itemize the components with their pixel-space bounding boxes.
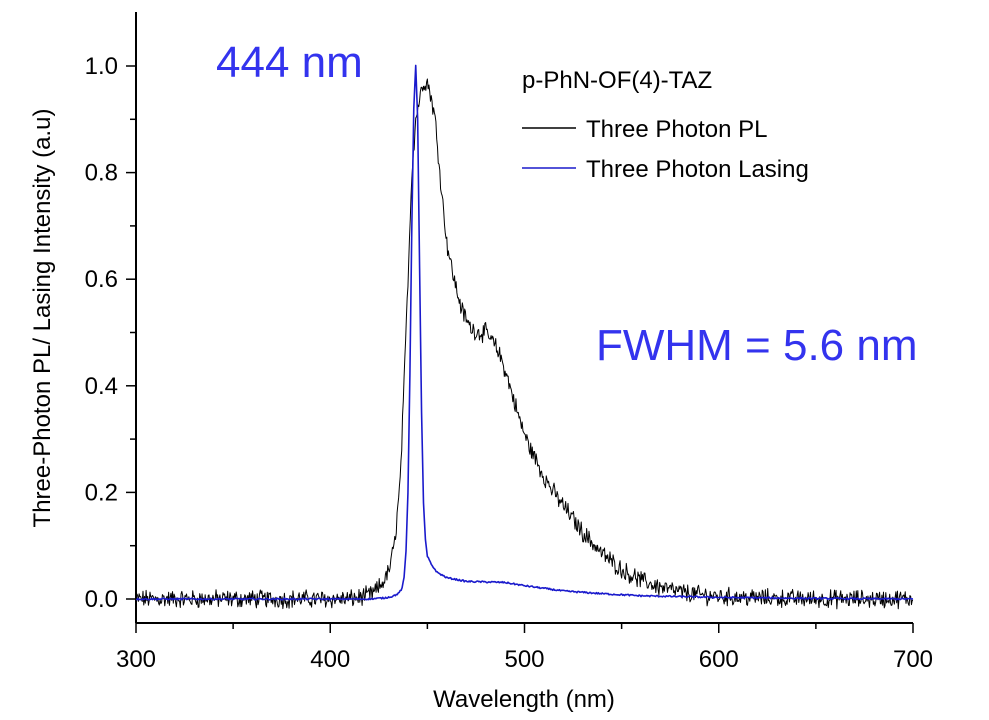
series-line-lasing xyxy=(135,64,914,601)
legend: p-PhN-OF(4)-TAZ Three Photon PL Three Ph… xyxy=(522,67,809,183)
fwhm-annotation: FWHM = 5.6 nm xyxy=(596,321,918,370)
series-line-pl xyxy=(135,78,914,610)
y-tick-label: 1.0 xyxy=(85,53,118,80)
legend-label-pl: Three Photon PL xyxy=(586,116,767,143)
x-tick-label: 700 xyxy=(893,646,933,673)
x-tick-label: 500 xyxy=(504,646,544,673)
x-tick-labels: 300 400 500 600 700 xyxy=(116,646,933,673)
x-tick-label: 600 xyxy=(699,646,739,673)
y-axis-title: Three-Photon PL/ Lasing Intensity (a.u) xyxy=(29,109,56,528)
y-tick-labels: 0.0 0.2 0.4 0.6 0.8 1.0 xyxy=(85,53,118,613)
legend-label-lasing: Three Photon Lasing xyxy=(586,156,809,183)
y-tick-label: 0.0 xyxy=(85,586,118,613)
y-ticks xyxy=(126,65,136,600)
x-ticks xyxy=(135,623,914,633)
y-tick-label: 0.8 xyxy=(85,160,118,187)
y-tick-label: 0.6 xyxy=(85,266,118,293)
x-tick-label: 400 xyxy=(310,646,350,673)
legend-title: p-PhN-OF(4)-TAZ xyxy=(522,67,712,94)
series-layer xyxy=(135,64,914,610)
x-axis-title: Wavelength (nm) xyxy=(433,686,615,713)
peak-annotation: 444 nm xyxy=(216,38,363,87)
y-tick-label: 0.2 xyxy=(85,479,118,506)
y-tick-label: 0.4 xyxy=(85,373,118,400)
x-tick-label: 300 xyxy=(116,646,156,673)
